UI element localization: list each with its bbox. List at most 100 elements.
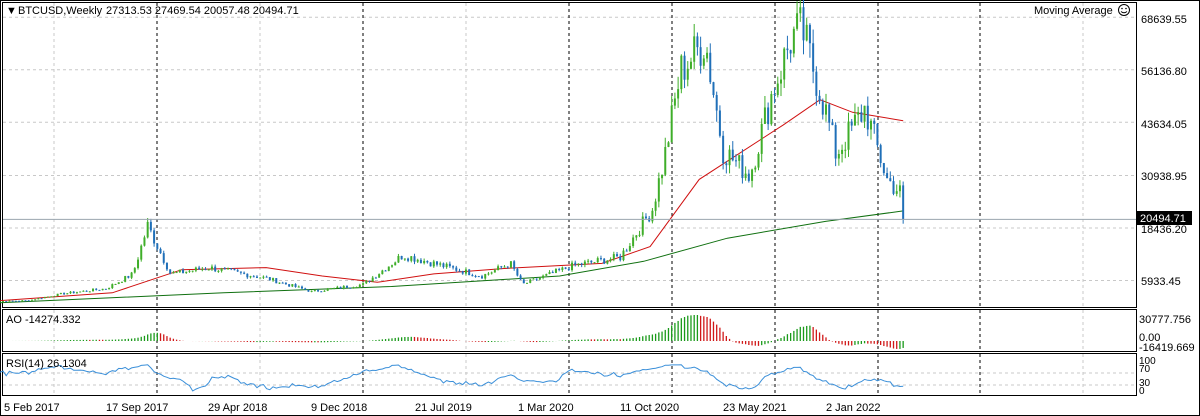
candle-body [689,61,692,69]
candle-body [307,289,310,292]
candle-body [352,287,355,289]
candle-body [474,275,477,277]
candle-body [715,95,718,111]
candle-body [50,296,53,298]
candle-body [326,288,329,291]
candle-body [873,120,876,124]
ao-pane[interactable] [2,309,1137,352]
rsi-line [0,364,904,392]
candle-body [2,301,4,303]
candle-body [452,266,455,268]
moving-average-line [0,210,904,304]
candle-body [509,261,512,268]
candle-body [693,36,696,62]
candle-body [792,28,795,54]
candle-body [5,301,8,303]
candle-body [11,300,14,302]
candle-body [738,155,741,161]
candle-body [153,230,156,244]
candle-body [159,248,162,254]
candle-body [419,259,422,264]
candle-body [198,267,201,270]
time-axis[interactable]: 5 Feb 2017 17 Sep 2017 29 Apr 2018 9 Dec… [4,402,880,414]
candle-body [387,266,390,271]
collapse-triangle-icon[interactable]: ▼ [6,5,17,17]
candle-body [590,260,593,263]
candle-body [651,210,654,222]
candle-body [230,268,233,270]
candle-body [313,290,316,292]
candle-body [497,266,500,271]
candle-body [403,258,406,260]
candle-body [284,282,287,285]
candle-body [349,287,352,289]
candle-body [837,153,840,159]
candle-body [847,121,850,150]
candle-body [616,254,619,257]
candle-body [619,256,622,261]
candle-body [886,173,889,179]
candle-body [493,270,496,273]
candle-body [275,278,278,284]
candle-body [503,266,506,268]
candle-body [117,282,120,284]
indicator-name[interactable]: Moving Average [1034,5,1113,17]
candle-body [288,284,291,287]
candle-body [381,270,384,275]
rsi-pane[interactable] [2,353,1137,396]
candle-body [513,261,516,269]
candle-body [863,105,866,122]
candle-body [365,280,368,284]
candle-body [866,105,869,130]
candle-body [603,258,606,264]
candle-body [850,121,853,126]
candle-body [831,122,834,126]
candle-body [661,174,664,179]
candle-body [333,287,336,289]
candle-body [436,261,439,265]
candle-body [236,270,239,272]
candle-body [606,260,609,264]
candle-body [458,270,461,272]
candle-body [657,178,660,202]
price-tick-label: 68639.55 [1141,14,1187,26]
current-price-value: 20494.71 [1140,213,1186,225]
candle-body [101,288,104,291]
time-tick-label: 29 Apr 2018 [208,402,267,414]
candle-body [599,258,602,260]
candle-body [853,114,856,126]
candle-body [844,149,847,151]
candle-body [612,254,615,260]
candle-body [481,276,484,279]
candle-body [776,83,779,96]
candle-body [895,191,898,194]
candle-body [140,245,143,260]
candle-body [628,246,631,251]
candle-body [423,260,426,264]
candle-body [133,268,136,273]
candle-body [532,278,535,280]
candle-body [210,266,213,270]
main-pane[interactable] [2,2,1137,308]
smiley-icon[interactable] [1118,4,1130,16]
candle-body [487,273,490,275]
candle-body [490,272,493,274]
candle-body [394,262,397,266]
price-axis[interactable]: 68639.55 56136.80 43634.05 30938.95 1843… [1141,14,1187,288]
candle-body [378,274,381,278]
candle-body [294,284,297,287]
candle-body [220,268,223,271]
candle-body [342,286,345,289]
candle-body [545,274,548,276]
candle-body [519,275,522,280]
candle-body [53,296,56,298]
candle-body [207,269,210,271]
candle-body [114,283,117,285]
candle-body [673,98,676,106]
candle-body [625,250,628,252]
candle-body [763,107,766,124]
rsi-tick-label: 30 [1139,378,1151,389]
candle-body [734,160,737,162]
